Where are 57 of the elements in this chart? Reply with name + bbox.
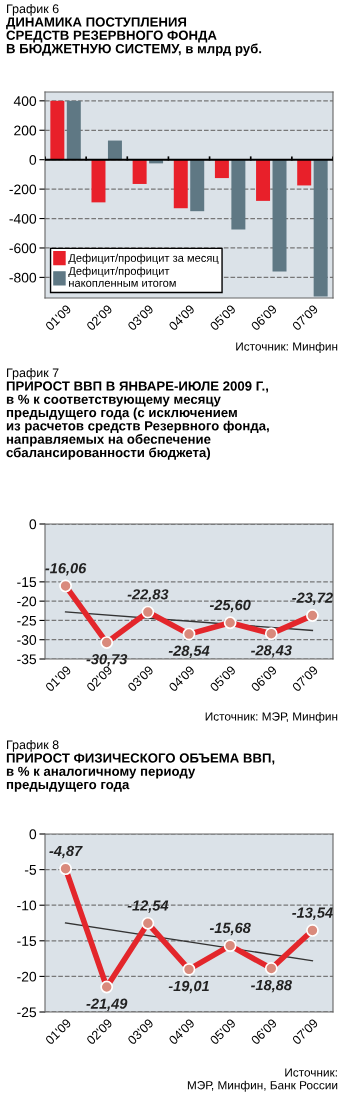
y-tick-label: -30 [17,635,37,645]
y-tick-label: 400 [13,96,37,106]
text: Источник: Минфин [236,342,338,353]
data-label: -25,60 [209,599,251,613]
y-tick-label: -800 [9,272,37,283]
data-label: -16,06 [45,563,87,576]
text: Источник: МЭР, Минфин, Банк России [187,1068,338,1092]
data-label: -4,87 [49,845,83,859]
bar [190,159,205,212]
y-tick-label: -15 [17,577,37,588]
bar [50,100,65,160]
data-label: -22,83 [127,589,169,602]
y-tick-label: 0 [29,829,37,840]
bar [173,159,188,209]
y-tick-label: -25 [17,1007,37,1018]
y-tick-label: -10 [17,900,37,911]
bar [272,159,287,272]
y-tick-label: 200 [14,125,37,136]
bar [256,159,271,201]
legend-label: Дефицит/профицит накопленным итогом [68,266,176,287]
y-tick-label: -5 [24,865,37,875]
bar [297,159,312,186]
bar [214,159,229,179]
data-label: -19,01 [168,980,209,994]
data-label: -12,54 [127,900,169,913]
chart-subtitle: ПРИРОСТ ФИЗИЧЕСКОГО ОБЪЕМА ВВП, в % к аналогичному периоду предыдущего года [6,753,275,792]
chart-title: График 6 [7,4,59,16]
y-tick-label: -200 [9,184,37,195]
y-tick-label: -35 [17,654,37,665]
data-label: -28,43 [251,645,292,658]
y-tick-label: -15 [17,936,37,946]
y-tick-label: -400 [9,213,37,224]
data-label: -23,72 [292,592,333,605]
y-tick-label: -25 [17,615,37,626]
text: Источник: МЭР, Минфин [205,712,338,724]
chart-title: График 7 [7,368,59,380]
chart-title: График 8 [7,740,59,752]
y-tick-label: -20 [17,596,37,607]
legend-label: Дефицит/профицит за месяц [68,253,219,265]
y-tick-label: 0 [29,155,37,165]
data-label: -13,54 [292,907,333,920]
data-label: -30,73 [86,654,128,667]
data-label: -18,88 [251,979,292,993]
data-label: -21,49 [86,998,128,1011]
bar [231,159,246,230]
y-tick-label: 0 [29,519,37,530]
bar [107,140,122,160]
y-tick-label: -600 [9,243,37,254]
bar [313,159,328,297]
data-label: -15,68 [209,922,251,936]
bar [91,159,106,203]
chart-subtitle: ДИНАМИКА ПОСТУПЛЕНИЯ СРЕДСТВ РЕЗЕРВНОГО ФОНДА В БЮДЖЕТНУЮ СИСТЕМУ, в млрд руб. [6,17,262,56]
y-tick-label: -20 [17,971,37,982]
data-label: -28,54 [168,645,210,659]
bar [132,159,147,184]
chart-subtitle: ПРИРОСТ ВВП В ЯНВАРЕ-ИЮЛЕ 2009 Г., в % к соответствующему месяцу предыдущего года (с исключением из расчетов средств Резервного фонда, направляемых на обеспечение сбалансированности бюджета) [6,381,269,460]
bar [66,100,81,160]
